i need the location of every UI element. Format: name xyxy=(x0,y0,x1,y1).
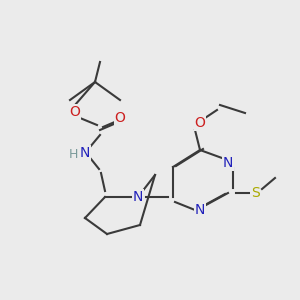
Text: N: N xyxy=(223,156,233,170)
Text: O: O xyxy=(195,116,206,130)
Text: H: H xyxy=(68,148,78,161)
Text: N: N xyxy=(195,203,205,217)
Text: O: O xyxy=(70,105,80,119)
Text: S: S xyxy=(250,186,260,200)
Text: O: O xyxy=(115,111,125,125)
Text: N: N xyxy=(133,190,143,204)
Text: N: N xyxy=(80,146,90,160)
